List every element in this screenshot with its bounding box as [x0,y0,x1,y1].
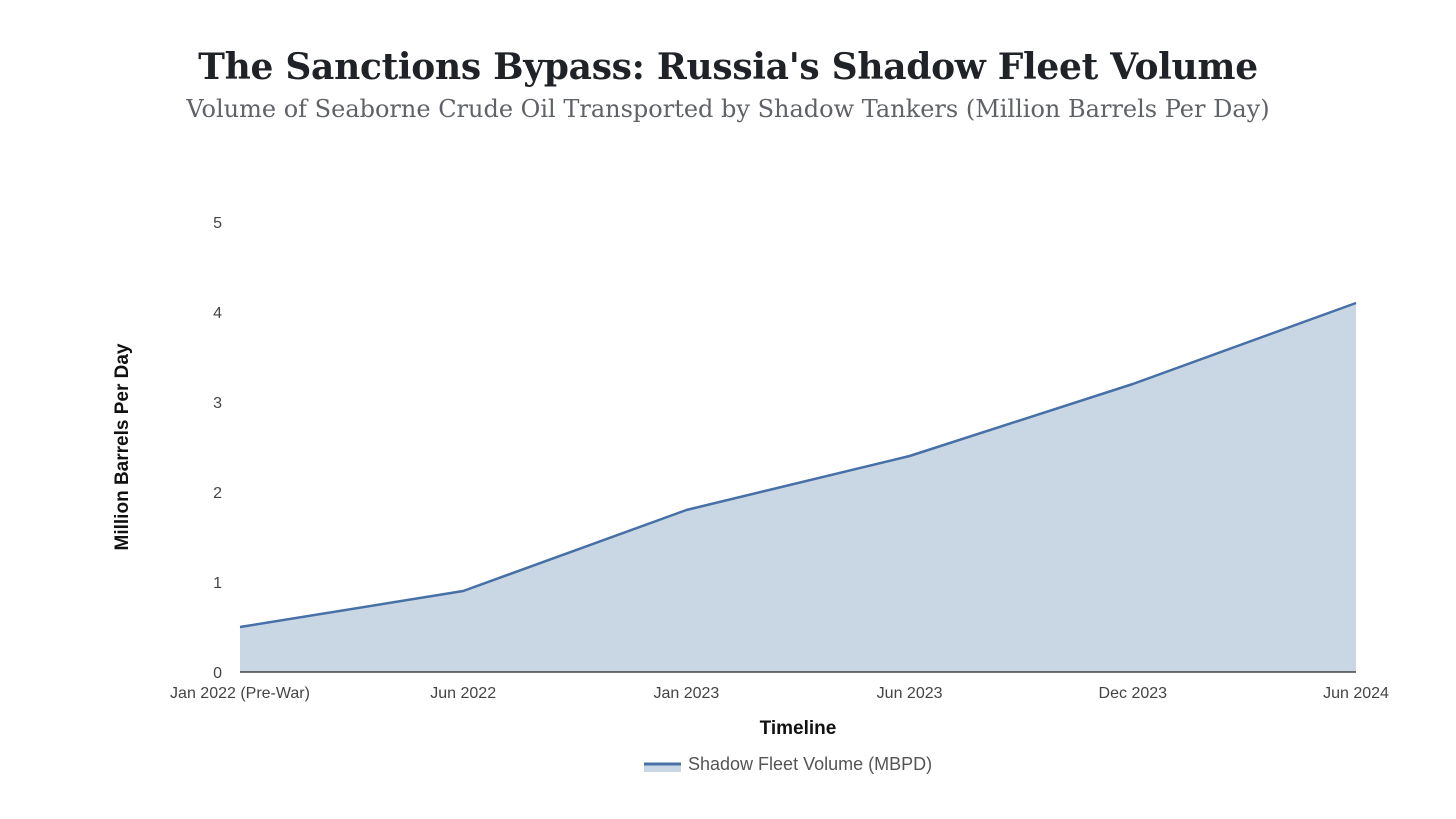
x-tick-label: Jan 2023 [653,685,719,702]
x-axis-title: Timeline [760,718,837,739]
plot-area [237,300,1359,673]
series-area-fill [240,303,1356,672]
data-point-4[interactable] [907,453,913,459]
y-tick-label: 4 [213,305,222,322]
y-tick-label: 1 [213,575,222,592]
data-point-2[interactable] [460,588,466,594]
y-axis-title: Million Barrels Per Day [112,343,133,550]
y-tick-label: 0 [213,665,222,682]
y-tick-label: 2 [213,485,222,502]
x-tick-label: Jun 2023 [877,685,943,702]
x-tick-label: Jun 2024 [1323,685,1389,702]
chart-subtitle: Volume of Seaborne Crude Oil Transported… [186,95,1270,123]
legend[interactable]: Shadow Fleet Volume (MBPD) [644,754,932,774]
series-line [239,301,1357,629]
data-point-1[interactable] [237,624,243,630]
legend-label: Shadow Fleet Volume (MBPD) [688,754,932,774]
data-point-5[interactable] [1130,381,1136,387]
x-axis-ticks: Jan 2022 (Pre-War) Jun 2022 Jan 2023 Jun 20… [170,685,1389,702]
data-point-6[interactable] [1353,300,1359,306]
chart-title: The Sanctions Bypass: Russia's Shadow Fl… [198,46,1258,88]
y-axis-ticks: 0 1 2 3 4 5 [213,215,222,682]
y-tick-label: 5 [213,215,222,232]
y-tick-label: 3 [213,395,222,412]
x-tick-label: Jan 2022 (Pre-War) [170,685,310,702]
data-point-3[interactable] [683,507,689,513]
x-tick-label: Dec 2023 [1099,685,1168,702]
x-tick-label: Jun 2022 [430,685,496,702]
legend-swatch-fill [644,763,681,772]
